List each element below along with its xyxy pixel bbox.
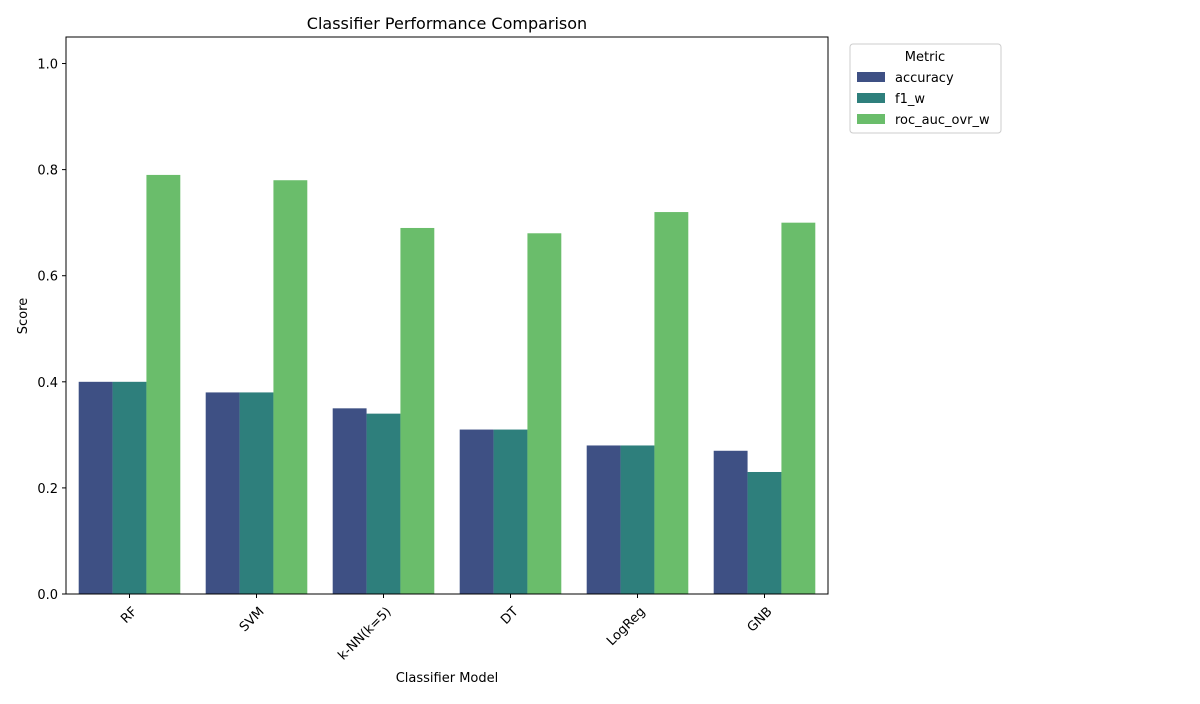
- bar-accuracy-DT: [459, 429, 494, 594]
- bar-roc_auc_ovr_w-DT: [527, 233, 562, 594]
- plot-bars: [78, 174, 816, 595]
- bar-roc_auc_ovr_w-SVM: [273, 180, 308, 595]
- legend-swatch-roc_auc_ovr_w: [857, 114, 885, 124]
- y-tick-label: 0.0: [37, 588, 58, 603]
- legend-label-accuracy: accuracy: [895, 71, 954, 86]
- y-axis-label: Score: [16, 298, 31, 334]
- legend-items: accuracy f1_w roc_auc_ovr_w: [857, 71, 990, 128]
- legend-swatch-f1_w: [857, 93, 885, 103]
- bar-roc_auc_ovr_w-LogReg: [654, 212, 689, 594]
- bar-f1_w-k-NN(k=5): [366, 413, 401, 594]
- legend-title: Metric: [905, 50, 945, 65]
- bar-accuracy-RF: [78, 381, 113, 594]
- legend: Metric accuracy f1_w roc_auc_ovr_w: [849, 43, 1002, 134]
- bar-accuracy-LogReg: [586, 445, 621, 594]
- bar-accuracy-GNB: [713, 450, 748, 594]
- bar-f1_w-SVM: [239, 392, 274, 594]
- y-tick-label: 0.4: [37, 376, 58, 391]
- legend-label-f1_w: f1_w: [895, 92, 925, 107]
- bar-f1_w-RF: [112, 381, 147, 594]
- y-tick-label: 1.0: [37, 58, 58, 73]
- bar-accuracy-k-NN(k=5): [332, 408, 367, 594]
- x-axis-label: Classifier Model: [396, 671, 499, 686]
- bar-f1_w-DT: [493, 429, 528, 594]
- y-tick-label: 0.6: [37, 270, 58, 285]
- y-axis: 0.0 0.2 0.4 0.6 0.8 1.0: [37, 58, 66, 603]
- bar-f1_w-GNB: [747, 471, 782, 594]
- bar-roc_auc_ovr_w-RF: [146, 174, 181, 595]
- legend-frame: [849, 43, 1002, 134]
- y-tick-label: 0.2: [37, 482, 58, 497]
- bar-f1_w-LogReg: [620, 445, 655, 594]
- legend-label-roc_auc_ovr_w: roc_auc_ovr_w: [895, 113, 990, 128]
- bar-roc_auc_ovr_w-GNB: [781, 222, 816, 595]
- bar-accuracy-SVM: [205, 392, 240, 594]
- chart-title: Classifier Performance Comparison: [307, 14, 587, 33]
- plot-frame: [65, 36, 829, 595]
- legend-swatch-accuracy: [857, 72, 885, 82]
- y-tick-label: 0.8: [37, 164, 58, 179]
- bar-roc_auc_ovr_w-k-NN(k=5): [400, 227, 435, 594]
